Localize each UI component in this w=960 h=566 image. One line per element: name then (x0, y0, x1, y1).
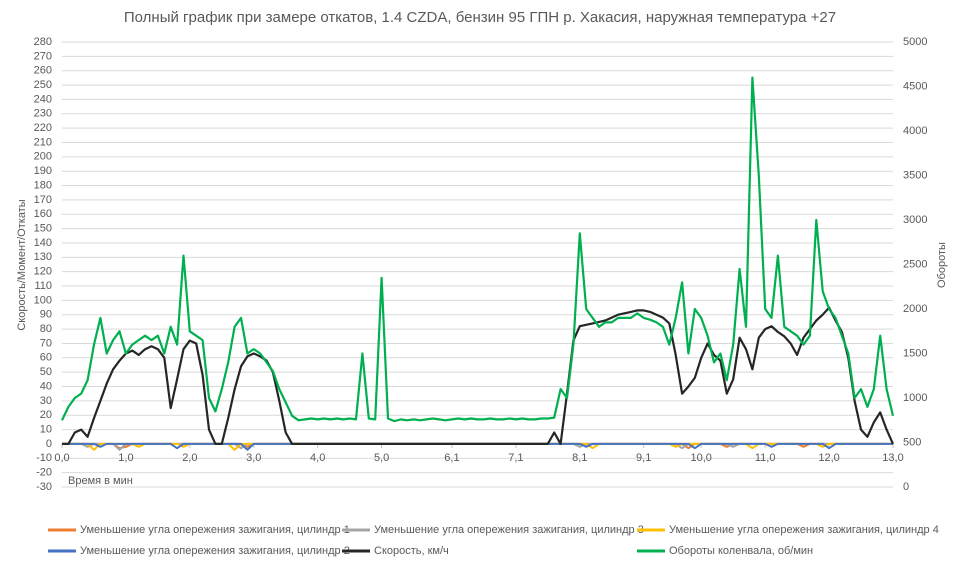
x-tick-label: 1,0 (118, 452, 133, 464)
y-tick-label: 230 (34, 108, 52, 120)
x-tick-label: 6,1 (444, 452, 459, 464)
legend-label: Обороты коленвала, об/мин (669, 545, 813, 557)
y-tick-label: 0 (46, 438, 52, 450)
legend-label: Уменьшение угла опережения зажигания, ци… (80, 545, 350, 557)
x-tick-label: 3,0 (246, 452, 261, 464)
y2-tick-label: 5000 (903, 36, 927, 48)
y2-tick-label: 3500 (903, 169, 927, 181)
y2-tick-label: 2500 (903, 258, 927, 270)
x-axis-title: Время в мин (68, 475, 133, 487)
y-tick-label: 270 (34, 50, 52, 62)
y-tick-label: 60 (40, 352, 52, 364)
y-tick-label: 170 (34, 194, 52, 206)
y-tick-label: 70 (40, 337, 52, 349)
y-tick-label: 100 (34, 294, 52, 306)
y-tick-label: 240 (34, 93, 52, 105)
y-tick-label: 110 (34, 280, 52, 292)
x-tick-label: 10,0 (691, 452, 712, 464)
y-tick-label: 20 (40, 409, 52, 421)
y-tick-label: 150 (34, 223, 52, 235)
legend-label: Скорость, км/ч (374, 545, 449, 557)
x-tick-label: 5,0 (374, 452, 389, 464)
legend-label: Уменьшение угла опережения зажигания, ци… (669, 524, 939, 536)
y-tick-label: 190 (34, 165, 52, 177)
x-tick-label: 7,1 (508, 452, 523, 464)
y2-tick-label: 3000 (903, 214, 927, 226)
x-tick-label: 4,0 (310, 452, 325, 464)
y2-tick-label: 1500 (903, 347, 927, 359)
y-tick-label: -20 (36, 467, 52, 479)
x-tick-label: 9,1 (636, 452, 651, 464)
y-tick-label: 210 (34, 136, 52, 148)
y-tick-label: 90 (40, 309, 52, 321)
y-tick-label: 160 (34, 208, 52, 220)
y2-tick-label: 500 (903, 436, 921, 448)
legend-label: Уменьшение угла опережения зажигания, ци… (80, 524, 350, 536)
series-line (62, 306, 895, 445)
x-tick-label: 11,0 (755, 452, 776, 464)
y-axis-title: Скорость/Момент/Откаты (16, 199, 28, 330)
y-tick-label: 250 (34, 79, 52, 91)
y-tick-label: 50 (40, 366, 52, 378)
x-tick-label: 13,0 (882, 452, 903, 464)
y-tick-label: 130 (34, 251, 52, 263)
y-tick-label: 10 (40, 423, 52, 435)
series-line (61, 76, 895, 423)
y2-tick-label: 4500 (903, 80, 927, 92)
y2-tick-label: 0 (903, 481, 909, 493)
x-tick-label: 0,0 (54, 452, 69, 464)
y-tick-label: 120 (34, 266, 52, 278)
y-tick-label: 180 (34, 179, 52, 191)
x-tick-label: 12,0 (818, 452, 839, 464)
x-tick-label: 8,1 (572, 452, 587, 464)
y-tick-label: 260 (34, 65, 52, 77)
chart-title: Полный график при замере откатов, 1.4 CZ… (124, 9, 836, 26)
y-tick-label: 200 (34, 151, 52, 163)
y-tick-label: -30 (36, 481, 52, 493)
y-tick-label: 280 (34, 36, 52, 48)
y2-tick-label: 4000 (903, 125, 927, 137)
y-tick-label: -10 (36, 452, 52, 464)
y-tick-label: 40 (40, 380, 52, 392)
y2-axis-title: Обороты (936, 242, 948, 288)
y-tick-label: 220 (34, 122, 52, 134)
y-tick-label: 30 (40, 395, 52, 407)
y2-tick-label: 2000 (903, 303, 927, 315)
y-tick-label: 80 (40, 323, 52, 335)
legend-label: Уменьшение угла опережения зажигания, ци… (374, 524, 644, 536)
y-tick-label: 140 (34, 237, 52, 249)
x-tick-label: 2,0 (182, 452, 197, 464)
y2-tick-label: 1000 (903, 392, 927, 404)
